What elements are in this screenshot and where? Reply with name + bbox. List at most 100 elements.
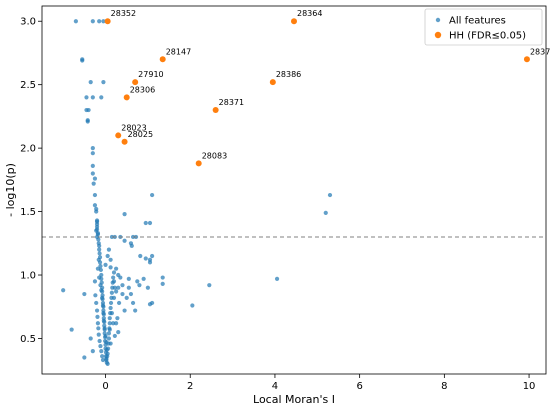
all-features-point <box>105 354 110 359</box>
all-features-point <box>122 238 127 243</box>
all-features-point <box>98 264 103 269</box>
all-features-point <box>111 275 116 280</box>
y-tick-label: 1.0 <box>20 271 36 282</box>
all-features-point <box>147 220 153 226</box>
all-features-point <box>96 237 101 242</box>
all-features-point <box>109 310 114 316</box>
all-features-point <box>124 295 129 300</box>
all-features-point <box>94 300 99 306</box>
all-features-point <box>101 318 106 323</box>
all-features-point <box>112 285 117 290</box>
x-axis-ticks: 0 2 4 6 8 10 <box>102 374 535 392</box>
all-features-point <box>82 355 87 360</box>
hh-points <box>104 18 530 167</box>
y-tick-label: 1.5 <box>20 207 36 218</box>
x-tick-label: 6 <box>356 381 362 392</box>
all-features-point <box>90 163 95 168</box>
all-features-point <box>103 262 108 267</box>
point-label: 28364 <box>297 9 322 18</box>
all-features-point <box>129 243 134 248</box>
point-label: 28023 <box>121 123 146 132</box>
all-features-point <box>145 285 150 290</box>
all-features-point <box>90 151 95 156</box>
point-label: 28083 <box>202 151 227 160</box>
legend-marker-all-features <box>435 17 441 23</box>
all-features-point <box>114 266 119 271</box>
all-features-point <box>101 80 106 85</box>
hh-point <box>269 79 276 86</box>
y-axis-label: - log10(p) <box>4 163 17 217</box>
all-features-point <box>106 247 112 252</box>
x-tick-label: 10 <box>523 381 536 392</box>
all-features-point <box>160 281 165 287</box>
all-features-point <box>143 256 148 261</box>
all-features-point <box>100 303 106 308</box>
all-features-point <box>107 327 112 332</box>
all-features-point <box>106 336 112 341</box>
all-features-point <box>94 308 100 313</box>
all-features-point <box>92 203 98 208</box>
hh-point <box>195 160 202 167</box>
plot-frame <box>41 5 547 375</box>
all-features-points <box>61 19 333 366</box>
all-features-point <box>96 332 101 337</box>
y-tick-label: 2.0 <box>20 144 36 155</box>
all-features-point <box>108 300 114 306</box>
y-tick-label: 3.0 <box>20 17 36 28</box>
all-features-point <box>94 209 99 214</box>
y-axis-ticks: 0.5 1.0 1.5 2.0 2.5 3.0 <box>20 17 42 345</box>
all-features-point <box>90 19 95 24</box>
all-features-point <box>61 288 66 293</box>
x-axis-label: Local Moran's I <box>253 393 335 406</box>
hh-point <box>212 107 219 114</box>
hh-point <box>159 56 166 63</box>
all-features-point <box>105 361 110 366</box>
all-features-point <box>126 285 131 290</box>
all-features-point <box>108 341 113 346</box>
all-features-point <box>116 330 121 335</box>
all-features-point <box>104 340 109 345</box>
all-features-point <box>143 220 148 226</box>
all-features-point <box>90 146 95 151</box>
all-features-point <box>114 289 119 294</box>
all-features-point <box>138 253 143 259</box>
hh-point <box>115 132 122 139</box>
all-features-point <box>111 321 116 326</box>
all-features-point <box>133 308 138 313</box>
all-features-point <box>115 316 120 321</box>
all-features-point <box>190 303 195 308</box>
point-label: 28147 <box>166 47 191 56</box>
point-label: 28025 <box>128 130 153 139</box>
all-features-point <box>116 285 121 290</box>
all-features-point <box>111 295 117 300</box>
point-label: 27910 <box>138 70 163 79</box>
all-features-point <box>91 181 96 186</box>
all-features-point <box>84 95 89 100</box>
all-features-point <box>112 333 117 339</box>
all-features-point <box>85 119 90 124</box>
all-features-point <box>99 349 104 354</box>
all-features-point <box>105 253 110 259</box>
all-features-point <box>90 95 95 100</box>
all-features-point <box>90 171 95 176</box>
point-label: 28386 <box>276 70 301 79</box>
all-features-point <box>95 314 100 319</box>
legend: All features HH (FDR≤0.05) <box>424 8 543 46</box>
all-features-point <box>92 192 98 198</box>
all-features-point <box>101 310 106 316</box>
all-features-point <box>274 276 280 281</box>
all-features-point <box>150 192 155 198</box>
all-features-point <box>128 291 134 297</box>
x-tick-label: 0 <box>102 381 108 392</box>
all-features-point <box>96 326 101 331</box>
all-features-point <box>95 321 101 326</box>
all-features-point <box>126 276 131 281</box>
all-features-point <box>150 253 155 259</box>
all-features-point <box>100 357 106 363</box>
x-tick-label: 2 <box>187 381 193 392</box>
point-label: 28352 <box>111 9 136 18</box>
point-label: 28306 <box>130 85 155 94</box>
all-features-point <box>98 343 103 349</box>
